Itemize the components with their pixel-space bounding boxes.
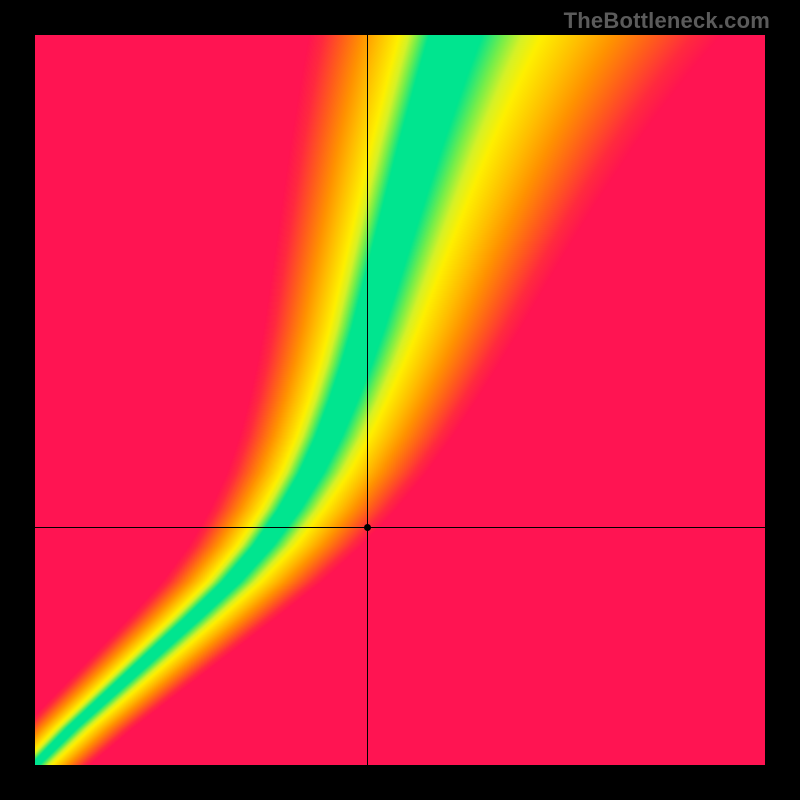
crosshair-dot	[364, 524, 371, 531]
crosshair-vertical	[367, 35, 368, 765]
watermark-text: TheBottleneck.com	[564, 8, 770, 34]
heatmap-plot	[35, 35, 765, 765]
crosshair-horizontal	[35, 527, 765, 528]
chart-frame: TheBottleneck.com	[0, 0, 800, 800]
heatmap-canvas	[35, 35, 765, 765]
